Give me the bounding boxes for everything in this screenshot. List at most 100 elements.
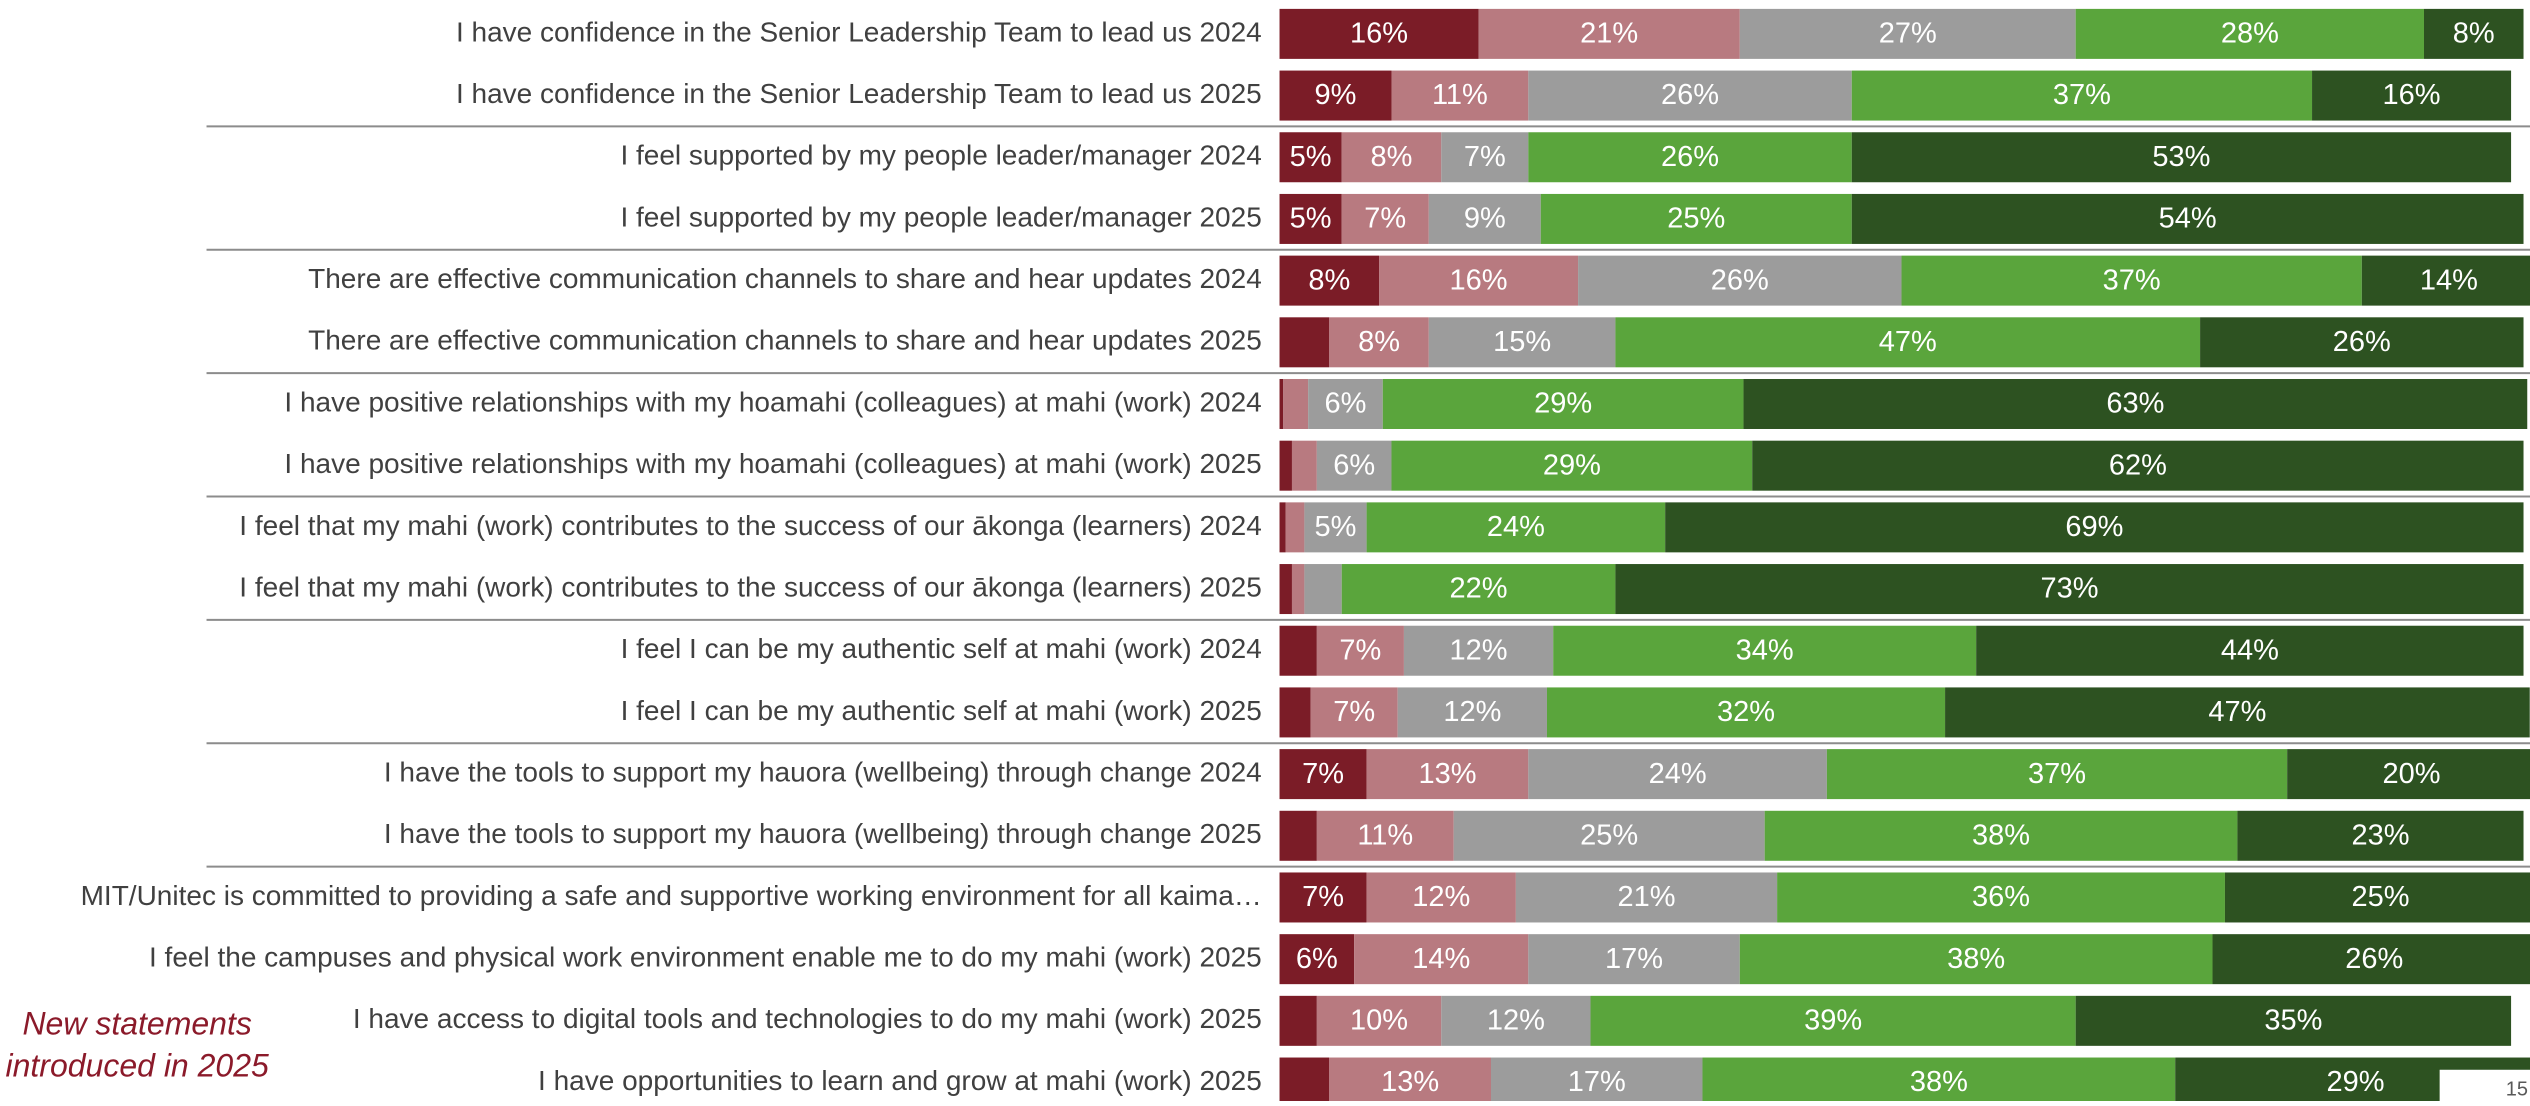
bar-segment bbox=[1491, 1057, 1703, 1106]
category-label: I feel the campuses and physical work en… bbox=[149, 942, 1262, 973]
bar-segment bbox=[1901, 255, 2362, 306]
value-label: 35% bbox=[2264, 1004, 2322, 1036]
bar-segment bbox=[1329, 317, 1429, 368]
bar-segment bbox=[1428, 317, 1616, 368]
value-label: 26% bbox=[2345, 943, 2403, 975]
bar-segment bbox=[1279, 440, 1292, 491]
bar-segment bbox=[1279, 193, 1342, 244]
bar-segment bbox=[1403, 625, 1554, 676]
value-label: 69% bbox=[2065, 511, 2123, 543]
bar-segment bbox=[1341, 564, 1616, 615]
value-label: 9% bbox=[1464, 203, 1506, 235]
bar-segment bbox=[1578, 255, 1902, 306]
value-label: 7% bbox=[1333, 696, 1375, 728]
bar-segment bbox=[1528, 132, 1852, 183]
bar-segment bbox=[1615, 317, 2201, 368]
value-label: 7% bbox=[1339, 634, 1381, 666]
category-label: MIT/Unitec is committed to providing a s… bbox=[81, 880, 1262, 911]
bar-segment bbox=[1354, 934, 1529, 985]
bar-segment bbox=[1777, 872, 2225, 923]
bar-segment bbox=[1366, 502, 1666, 553]
value-label: 37% bbox=[2028, 758, 2086, 790]
bar-segment bbox=[1316, 440, 1392, 491]
value-label: 29% bbox=[2327, 1066, 2385, 1098]
page-number-box bbox=[2439, 1069, 2530, 1101]
bar-segment bbox=[1279, 8, 1479, 59]
value-label: 17% bbox=[1568, 1066, 1626, 1098]
bar-segment bbox=[1341, 193, 1429, 244]
value-label: 37% bbox=[2103, 264, 2161, 296]
bar-segment bbox=[1379, 255, 1579, 306]
value-label: 7% bbox=[1302, 758, 1344, 790]
bar-segment bbox=[2212, 934, 2530, 985]
value-label: 9% bbox=[1315, 79, 1357, 111]
value-label: 16% bbox=[1350, 18, 1408, 50]
bar-segment bbox=[1279, 872, 1367, 923]
bar-segment bbox=[2075, 8, 2425, 59]
category-label: I have confidence in the Senior Leadersh… bbox=[456, 78, 1262, 109]
bar-segment bbox=[1310, 687, 1398, 738]
value-label: 29% bbox=[1534, 388, 1592, 420]
category-label: I feel I can be my authentic self at mah… bbox=[621, 633, 1262, 664]
bar-segment bbox=[1739, 8, 2076, 59]
bar-segment bbox=[1851, 70, 2313, 121]
value-label: 10% bbox=[1350, 1004, 1408, 1036]
category-label: I have access to digital tools and techn… bbox=[353, 1003, 1262, 1034]
annotation: New statements bbox=[22, 1006, 251, 1042]
value-label: 15% bbox=[1493, 326, 1551, 358]
value-label: 22% bbox=[1450, 573, 1508, 605]
bar-segment bbox=[1279, 132, 1342, 183]
value-label: 27% bbox=[1879, 18, 1937, 50]
category-label: There are effective communication channe… bbox=[308, 325, 1262, 356]
bar-segment bbox=[1329, 1057, 1492, 1106]
bar-segment bbox=[1279, 70, 1392, 121]
bar-segment bbox=[1279, 502, 1286, 553]
bar-segment bbox=[1341, 132, 1442, 183]
value-label: 24% bbox=[1487, 511, 1545, 543]
bar-segment bbox=[1397, 687, 1547, 738]
bar-segment bbox=[1279, 1057, 1330, 1106]
value-label: 12% bbox=[1487, 1004, 1545, 1036]
bar-segment bbox=[1764, 810, 2238, 861]
value-label: 8% bbox=[1371, 141, 1413, 173]
bar-segment bbox=[1382, 378, 1744, 429]
bar-segment bbox=[1316, 995, 1442, 1046]
bar-segment bbox=[1283, 378, 1309, 429]
bar-segment bbox=[1702, 1057, 2176, 1106]
bar-segment bbox=[1316, 625, 1404, 676]
bar-segment bbox=[1976, 625, 2524, 676]
bar-segment bbox=[1945, 687, 2530, 738]
bar-segment bbox=[1279, 625, 1317, 676]
bar-segment bbox=[2237, 810, 2524, 861]
category-label: I have the tools to support my hauora (w… bbox=[384, 756, 1262, 787]
bar-segment bbox=[1291, 440, 1317, 491]
bar-segment bbox=[1279, 995, 1317, 1046]
bar-segment bbox=[1851, 132, 2512, 183]
value-label: 5% bbox=[1290, 141, 1332, 173]
value-label: 26% bbox=[1661, 79, 1719, 111]
value-label: 28% bbox=[2221, 18, 2279, 50]
bar-segment bbox=[1366, 749, 1529, 800]
category-label: I have opportunities to learn and grow a… bbox=[538, 1065, 1262, 1096]
value-label: 26% bbox=[2333, 326, 2391, 358]
value-label: 13% bbox=[1381, 1066, 1439, 1098]
bar-segment bbox=[1279, 687, 1311, 738]
value-label: 13% bbox=[1418, 758, 1476, 790]
bar-segment bbox=[1665, 502, 2524, 553]
bar-segment bbox=[1515, 872, 1778, 923]
bar-segment bbox=[1615, 564, 2524, 615]
category-label: I feel I can be my authentic self at mah… bbox=[621, 695, 1262, 726]
value-label: 14% bbox=[1412, 943, 1470, 975]
bar-segment bbox=[1441, 132, 1529, 183]
bar-segment bbox=[1291, 564, 1305, 615]
page-number: 15 bbox=[2506, 1078, 2528, 1100]
bar-segment bbox=[1366, 872, 1516, 923]
bar-segment bbox=[1546, 687, 1946, 738]
value-label: 26% bbox=[1661, 141, 1719, 173]
value-label: 8% bbox=[1358, 326, 1400, 358]
bar-segment bbox=[1391, 440, 1753, 491]
value-label: 34% bbox=[1736, 634, 1794, 666]
bar-segment bbox=[1279, 317, 1330, 368]
value-label: 47% bbox=[1879, 326, 1937, 358]
bar-segment bbox=[1743, 378, 2528, 429]
